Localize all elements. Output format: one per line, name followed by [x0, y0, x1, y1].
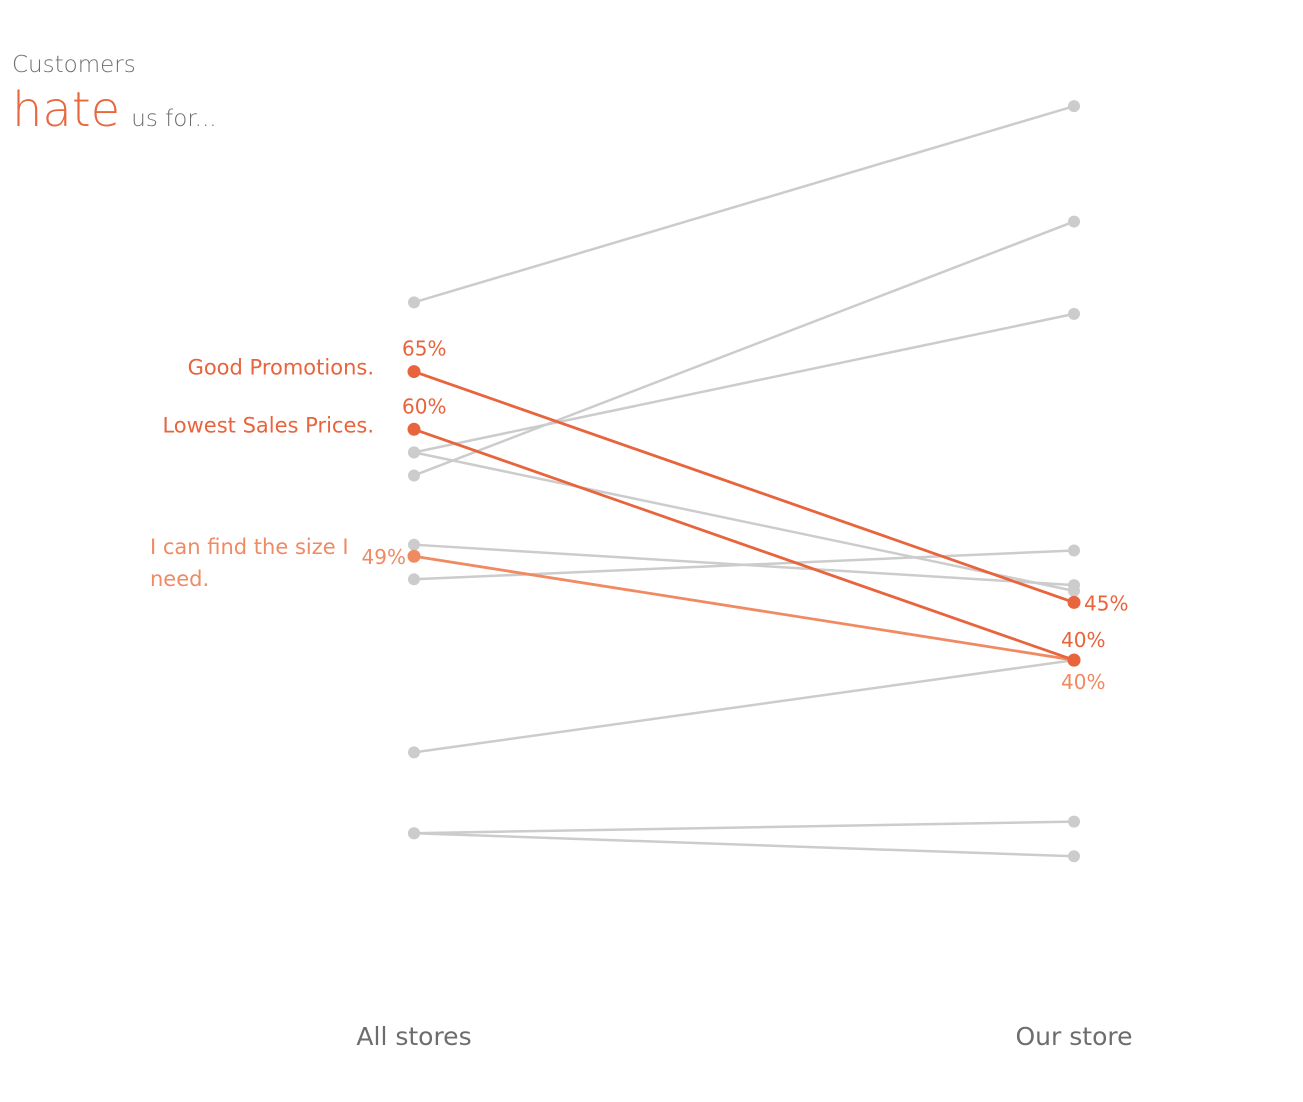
- highlight-point: [1067, 595, 1081, 609]
- context-series-line: [413, 658, 1075, 754]
- context-point: [1068, 544, 1080, 557]
- value-label-right: 40%: [1061, 628, 1105, 652]
- axis-label-left: All stores: [356, 1022, 471, 1051]
- context-point: [408, 538, 420, 551]
- highlight-series-line: [413, 427, 1075, 662]
- context-point: [1068, 307, 1080, 320]
- title-rest: us for...: [131, 106, 217, 132]
- series-name-label: Lowest Sales Prices.: [162, 413, 374, 437]
- context-series-line: [413, 312, 1075, 454]
- value-label-left: 49%: [362, 545, 406, 569]
- context-point: [408, 827, 420, 840]
- context-point: [408, 446, 420, 459]
- value-label-left: 60%: [402, 394, 446, 418]
- context-point: [1068, 215, 1080, 228]
- context-point: [408, 296, 420, 309]
- context-series-line: [413, 220, 1075, 477]
- context-point: [1068, 815, 1080, 828]
- context-point: [1068, 579, 1080, 592]
- context-point: [1068, 100, 1080, 113]
- series-name-label: Good Promotions.: [188, 356, 374, 380]
- highlight-point: [407, 365, 421, 379]
- context-series-line: [413, 549, 1075, 581]
- value-label-left: 65%: [402, 337, 446, 361]
- context-series-line: [413, 104, 1075, 304]
- highlight-series-line: [413, 554, 1075, 662]
- context-point: [1068, 850, 1080, 863]
- context-point: [408, 746, 420, 759]
- axis-label-right: Our store: [1016, 1022, 1133, 1051]
- context-series-line: [413, 451, 1075, 593]
- chart-header: Customers hate us for...: [12, 52, 217, 138]
- context-series-line: [413, 820, 1075, 835]
- context-point: [408, 573, 420, 586]
- title-emphasis: hate: [12, 82, 121, 138]
- highlight-point: [407, 549, 421, 563]
- chart-title: hate us for...: [12, 82, 217, 138]
- highlight-series-line: [413, 370, 1075, 604]
- value-label-right: 40%: [1061, 670, 1105, 694]
- context-series-line: [413, 831, 1075, 858]
- highlight-point: [1067, 653, 1081, 667]
- context-point: [408, 469, 420, 482]
- highlight-point: [407, 422, 421, 436]
- value-label-right: 45%: [1084, 591, 1128, 615]
- chart-subtitle: Customers: [12, 52, 136, 78]
